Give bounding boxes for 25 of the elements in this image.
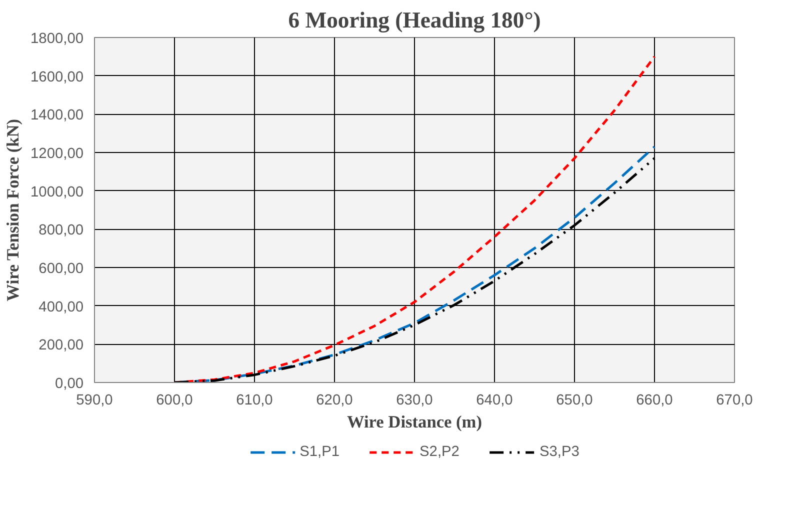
y-tick-label: 1800,00: [30, 31, 84, 47]
y-tick-label: 0,00: [54, 376, 84, 392]
x-tick-label: 630,0: [396, 392, 433, 408]
x-tick-label: 610,0: [236, 392, 273, 408]
x-tick-label: 660,0: [636, 392, 673, 408]
y-tick-label: 1000,00: [30, 184, 84, 200]
x-tick-label: 640,0: [476, 392, 513, 408]
legend-label: S1,P1: [300, 444, 340, 460]
legend-label: S3,P3: [539, 444, 580, 460]
y-tick-label: 1400,00: [30, 108, 84, 124]
x-tick-label: 600,0: [156, 392, 193, 408]
y-tick-label: 600,00: [38, 261, 84, 277]
y-tick-label: 200,00: [38, 338, 84, 354]
x-tick-label: 590,0: [76, 392, 113, 408]
y-axis-title: Wire Tension Force (kN): [4, 118, 23, 302]
x-tick-label: 620,0: [316, 392, 353, 408]
y-tick-label: 800,00: [38, 222, 84, 239]
chart-title: 6 Mooring (Heading 180°): [288, 8, 541, 32]
x-tick-label: 670,0: [716, 392, 753, 408]
y-tick-label: 1200,00: [30, 146, 84, 162]
legend-label: S2,P2: [420, 444, 460, 460]
y-tick-label: 1600,00: [30, 69, 84, 86]
y-tick-label: 400,00: [38, 299, 84, 316]
x-axis-title: Wire Distance (m): [346, 412, 482, 432]
x-tick-label: 650,0: [556, 392, 593, 408]
